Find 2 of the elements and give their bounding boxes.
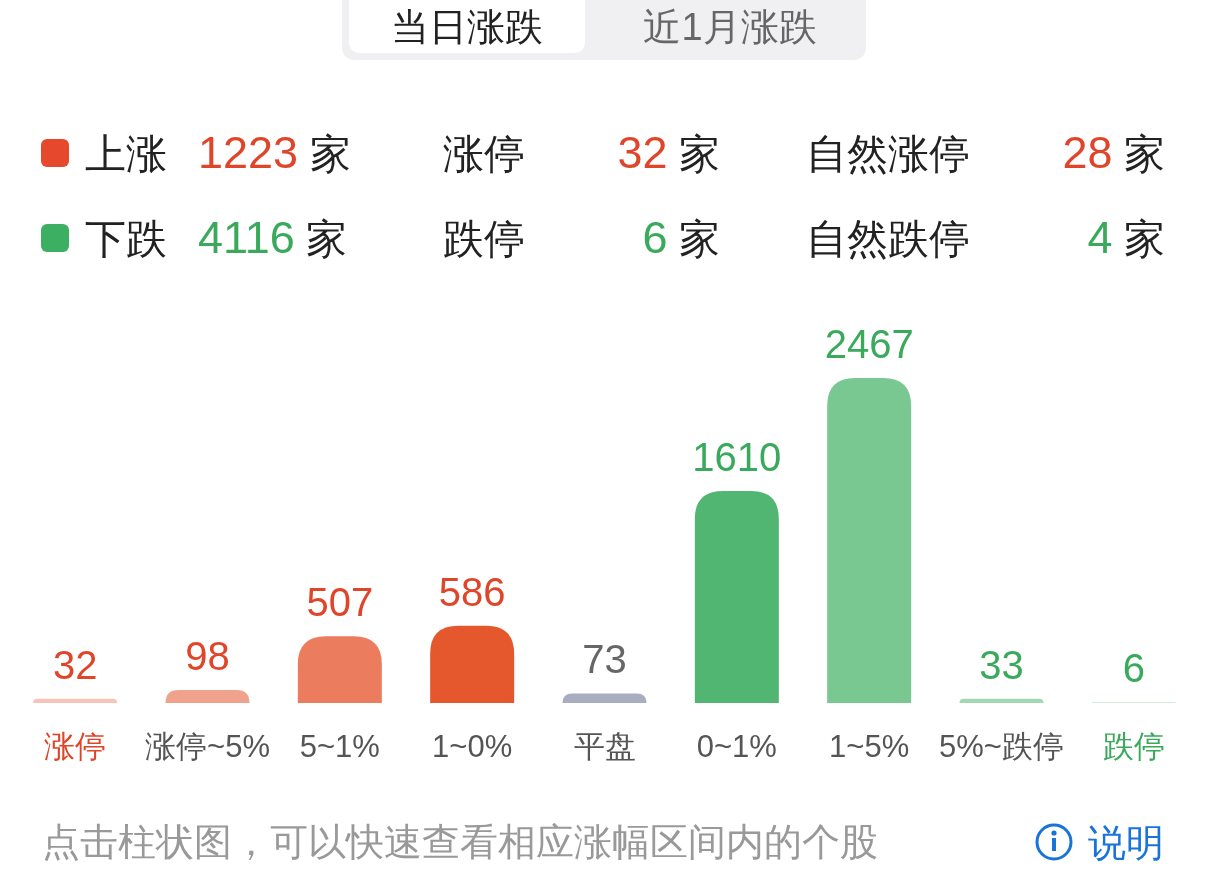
note: 点击柱状图，可以快速查看相应涨幅区间内的个股 — [42, 821, 878, 863]
link: 说明 — [1088, 822, 1164, 864]
